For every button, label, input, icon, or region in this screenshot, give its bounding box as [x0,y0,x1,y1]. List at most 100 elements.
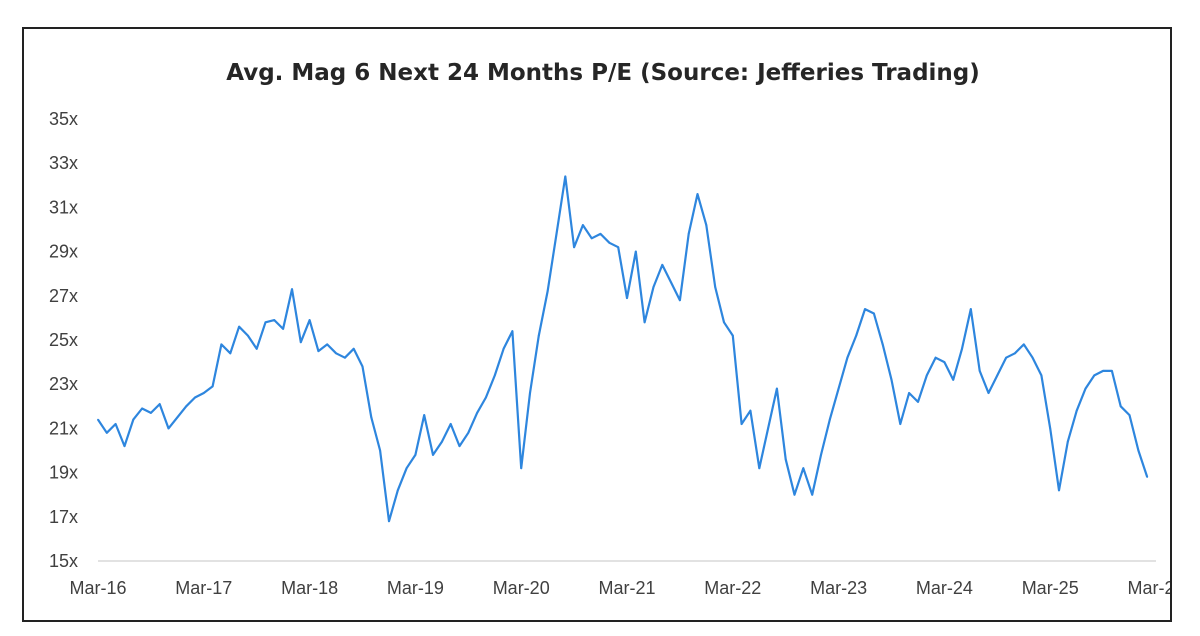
data-point [802,467,805,470]
x-tick-label: Mar-18 [281,578,338,598]
data-point [934,356,937,359]
y-tick-label: 23x [49,374,78,394]
data-point [749,409,752,412]
y-tick-label: 17x [49,507,78,527]
data-point [352,347,355,350]
data-point [432,454,434,456]
data-point [723,321,725,324]
data-point [485,396,487,399]
data-point [634,250,637,253]
data-point [441,440,443,443]
data-point [211,385,214,388]
data-point [105,431,108,434]
data-point [1119,405,1122,408]
data-point [1084,387,1087,390]
data-point [194,396,196,399]
chart-title: Avg. Mag 6 Next 24 Months P/E (Source: J… [226,60,980,86]
data-point [846,356,849,359]
data-point [158,403,161,405]
data-point [679,299,681,302]
data-point [590,237,593,240]
data-point [555,233,558,235]
data-point [229,352,232,355]
data-point [344,356,346,359]
data-point [837,387,840,390]
data-point [299,341,302,344]
x-tick-label: Mar-19 [387,578,444,598]
x-axis-ticks: Mar-16 Mar-17 Mar-18 Mar-19 Mar-20 Mar-21 Mar-… [69,578,1170,598]
data-point [1111,370,1113,372]
data-point [828,418,831,421]
data-point [141,407,143,410]
data-point [908,392,910,394]
data-point [969,308,972,310]
x-tick-label: Mar-17 [175,578,232,598]
data-point [864,308,866,310]
data-point [917,401,919,403]
data-point [1066,440,1069,443]
data-point [820,454,822,456]
data-point [731,334,734,337]
data-point [643,321,646,324]
data-point [238,325,241,328]
y-tick-label: 33x [49,153,78,173]
data-point [247,334,249,337]
data-point [1022,343,1025,346]
data-point [520,467,523,470]
data-point [1146,476,1149,478]
data-point [132,418,135,421]
data-point [273,319,276,321]
data-point [335,352,337,355]
data-point [811,493,814,496]
y-tick-label: 21x [49,418,78,438]
data-point [617,246,620,249]
data-point [123,445,126,447]
data-point [996,374,999,377]
data-point [855,334,858,337]
series-line [97,175,1149,523]
series-0 [97,175,1149,523]
data-point [546,290,549,293]
y-tick-label: 15x [49,551,78,571]
data-point [943,361,946,363]
data-point [670,281,672,284]
data-point [1128,414,1131,416]
data-point [493,374,496,377]
y-tick-label: 25x [49,330,78,350]
data-point [379,449,381,452]
data-point [978,370,981,372]
data-point [529,392,531,394]
data-point [502,347,505,350]
data-point [114,423,117,425]
y-tick-label: 27x [49,286,78,306]
x-tick-label: Mar-23 [810,578,867,598]
y-tick-label: 19x [49,463,78,483]
data-point [573,246,575,249]
data-point [564,175,567,178]
data-point [952,378,955,381]
data-point [1005,356,1007,359]
data-point [291,288,293,291]
data-point [97,418,99,421]
data-point [202,392,205,394]
data-point [925,374,928,377]
data-point [696,193,699,196]
data-point [582,224,584,227]
x-tick-label: Mar-25 [1022,578,1079,598]
data-point [873,312,875,315]
y-tick-label: 35x [49,109,78,129]
y-axis-ticks: 15x 17x 19x 21x 23x 25x 27x 29x 31x 33x 35x [49,109,78,571]
chart-frame: Avg. Mag 6 Next 24 Months P/E (Source: J… [22,27,1172,622]
data-point [1058,489,1060,492]
data-point [740,423,743,425]
data-point [537,334,540,337]
data-point [1014,352,1016,355]
data-point [714,286,717,288]
y-tick-label: 31x [49,197,78,217]
x-tick-label: Mar-26 [1127,578,1170,598]
chart-svg: Avg. Mag 6 Next 24 Months P/E (Source: J… [49,60,1170,598]
data-point [476,412,478,414]
data-point [361,365,364,368]
data-point [890,378,893,381]
data-point [282,328,284,330]
